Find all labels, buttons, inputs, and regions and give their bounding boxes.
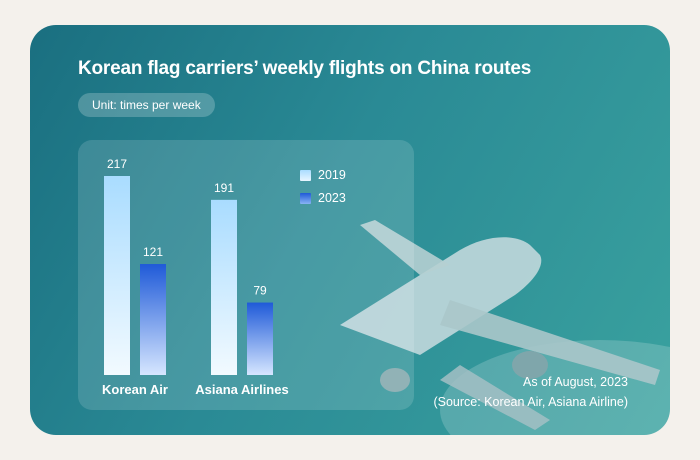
- as-of-note: As of August, 2023: [523, 375, 628, 389]
- airplane-icon: [340, 220, 670, 435]
- legend-swatch-2019: [300, 170, 311, 181]
- chart-panel: [78, 140, 414, 410]
- source-note: (Source: Korean Air, Asiana Airline): [433, 395, 628, 409]
- chart-card: Korean flag carriers’ weekly flights on …: [30, 25, 670, 435]
- legend-label-2023: 2023: [318, 191, 346, 205]
- legend-swatch-2023: [300, 193, 311, 204]
- unit-label: Unit: times per week: [78, 93, 215, 117]
- legend-label-2019: 2019: [318, 168, 346, 182]
- chart-title: Korean flag carriers’ weekly flights on …: [78, 58, 532, 79]
